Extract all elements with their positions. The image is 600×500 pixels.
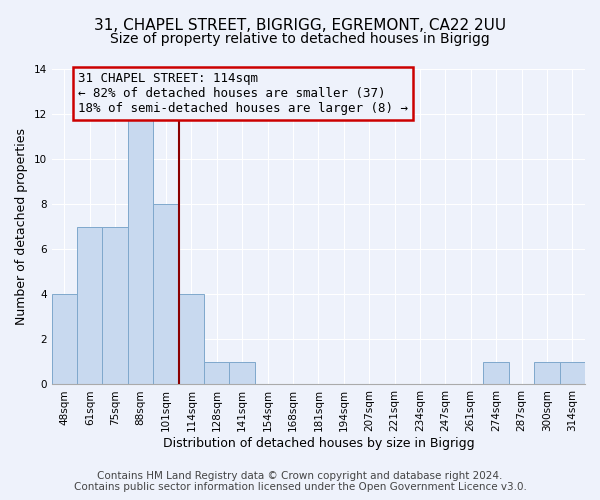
Bar xyxy=(204,362,229,384)
Bar xyxy=(153,204,179,384)
Text: 31, CHAPEL STREET, BIGRIGG, EGREMONT, CA22 2UU: 31, CHAPEL STREET, BIGRIGG, EGREMONT, CA… xyxy=(94,18,506,32)
Bar xyxy=(484,362,509,384)
Bar xyxy=(229,362,255,384)
Bar xyxy=(128,114,153,384)
X-axis label: Distribution of detached houses by size in Bigrigg: Distribution of detached houses by size … xyxy=(163,437,474,450)
Y-axis label: Number of detached properties: Number of detached properties xyxy=(15,128,28,325)
Bar xyxy=(560,362,585,384)
Text: 31 CHAPEL STREET: 114sqm
← 82% of detached houses are smaller (37)
18% of semi-d: 31 CHAPEL STREET: 114sqm ← 82% of detach… xyxy=(77,72,407,116)
Text: Size of property relative to detached houses in Bigrigg: Size of property relative to detached ho… xyxy=(110,32,490,46)
Bar xyxy=(52,294,77,384)
Bar xyxy=(179,294,204,384)
Bar xyxy=(103,226,128,384)
Bar xyxy=(534,362,560,384)
Text: Contains HM Land Registry data © Crown copyright and database right 2024.
Contai: Contains HM Land Registry data © Crown c… xyxy=(74,471,526,492)
Bar xyxy=(77,226,103,384)
